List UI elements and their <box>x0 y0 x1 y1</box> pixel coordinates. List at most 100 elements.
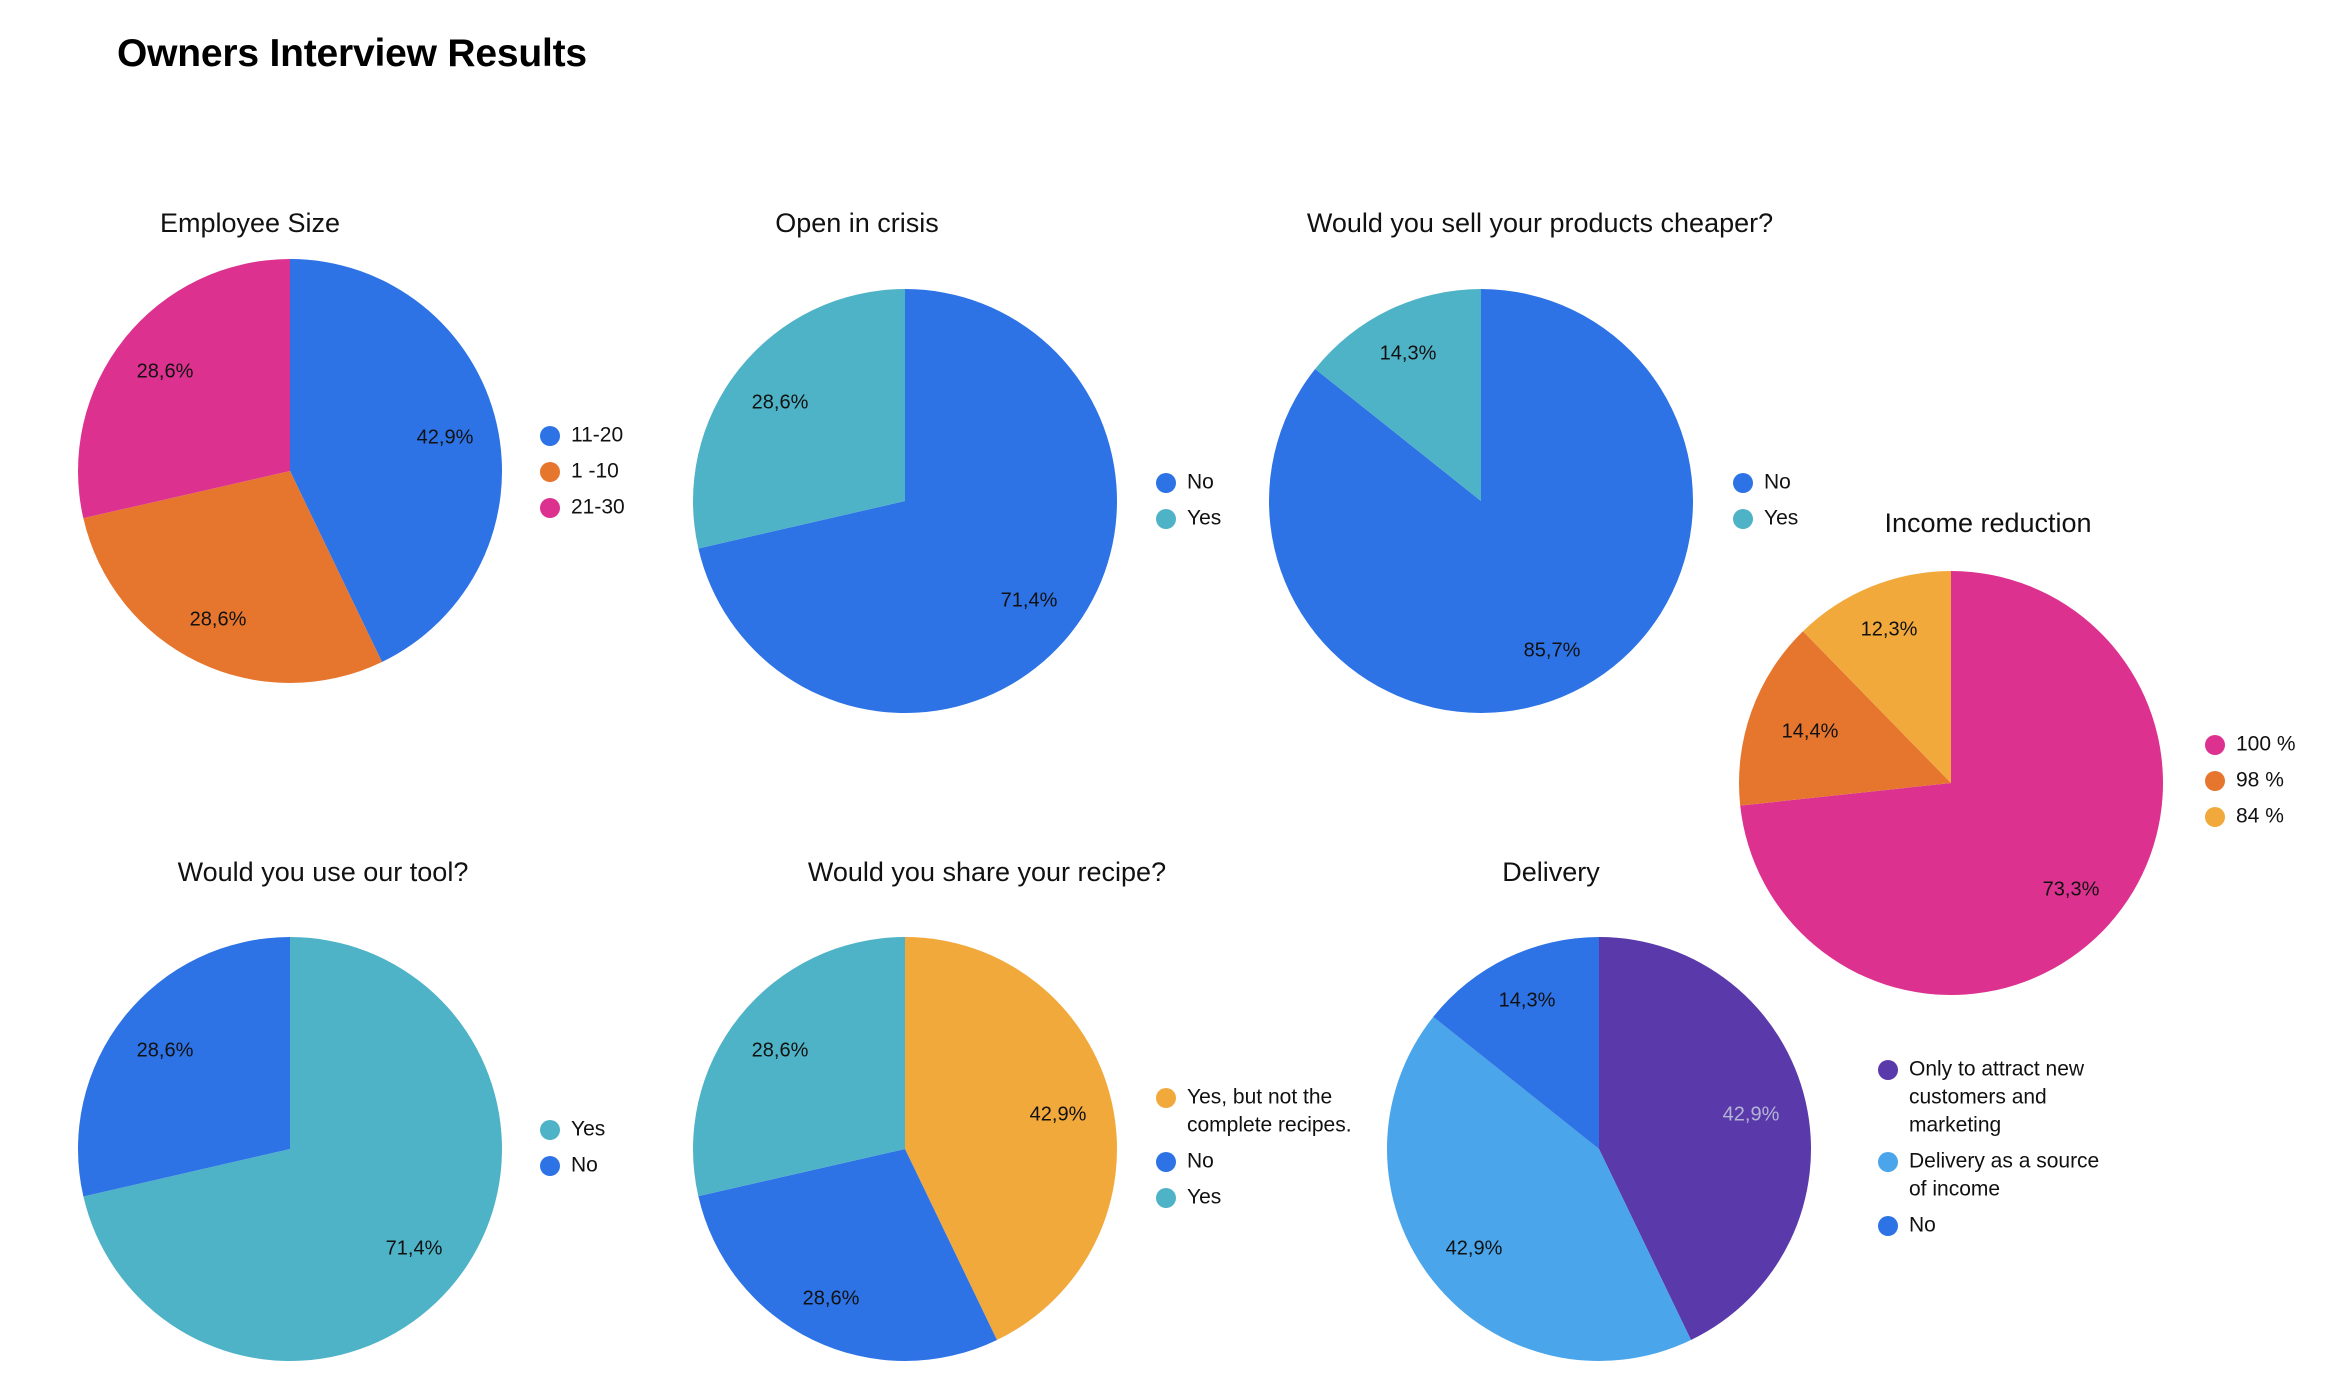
legend-item: 98 % <box>2205 769 2284 792</box>
legend-swatch <box>1733 509 1753 529</box>
legend-item: 11-20 <box>540 424 623 447</box>
pie-slice <box>698 289 1117 713</box>
legend-label: Yes <box>1764 507 1798 530</box>
chart-title: Open in crisis <box>775 208 939 238</box>
legend-label: 1 -10 <box>571 460 619 483</box>
pie-slice <box>1802 571 1951 783</box>
pie-chart-7: Delivery 42,9% 42,9% 14,3% Only to attract n… <box>1386 857 2099 1362</box>
pie-slice <box>1740 571 2164 995</box>
legend-item: No <box>540 1154 598 1177</box>
legend-swatch <box>540 498 560 518</box>
pie-slice <box>1739 631 1951 806</box>
legend-swatch <box>540 1120 560 1140</box>
legend-label: No <box>1187 471 1214 494</box>
pie-slice <box>83 937 502 1361</box>
legend-swatch <box>1156 509 1176 529</box>
legend-label: Yes <box>1187 1186 1221 1209</box>
legend-item: 84 % <box>2205 805 2284 828</box>
slice-value-label: 85,7% <box>1524 639 1581 661</box>
legend-swatch <box>1878 1060 1898 1080</box>
legend-label: Yes, but not the <box>1187 1086 1332 1109</box>
legend-item: 21-30 <box>540 496 625 519</box>
legend-label: No <box>1909 1214 1936 1237</box>
pie-slice <box>1599 937 1812 1341</box>
legend-swatch <box>1733 473 1753 493</box>
legend-label: Yes <box>571 1118 605 1141</box>
legend-label: complete recipes. <box>1187 1114 1352 1137</box>
legend-label: Yes <box>1187 507 1221 530</box>
legend-item: 1 -10 <box>540 460 619 483</box>
slice-value-label: 14,3% <box>1380 342 1437 364</box>
legend-label: Delivery as a source <box>1909 1150 2099 1173</box>
legend-swatch <box>1156 473 1176 493</box>
slice-value-label: 14,4% <box>1782 720 1839 742</box>
chart-title: Would you sell your products cheaper? <box>1307 208 1773 238</box>
legend-swatch <box>540 426 560 446</box>
slice-value-label: 42,9% <box>1446 1237 1503 1259</box>
pie-chart-3: Would you sell your products cheaper? 85,… <box>1268 208 1798 713</box>
pie-chart-2: Open in crisis 71,4% 28,6% No Yes <box>692 208 1221 713</box>
legend-swatch <box>1156 1152 1176 1172</box>
pie-slice <box>290 259 503 663</box>
slice-value-label: 28,6% <box>137 360 194 382</box>
slice-value-label: 28,6% <box>752 391 809 413</box>
pie-chart-1: Employee Size 42,9% 28,6% 28,6% 11-20 1 -10 21… <box>78 208 625 684</box>
legend-swatch <box>540 1156 560 1176</box>
slice-value-label: 42,9% <box>1723 1103 1780 1125</box>
legend-swatch <box>540 462 560 482</box>
pie-slice <box>78 259 290 519</box>
pie-slice <box>83 471 382 684</box>
pie-chart-4: Income reduction 73,3% 14,4% 12,3% 100 % 98 %… <box>1739 508 2296 995</box>
legend-item: Yes, but not the complete recipes. <box>1156 1086 1352 1137</box>
slice-value-label: 42,9% <box>1030 1103 1087 1125</box>
chart-title: Delivery <box>1502 857 1600 887</box>
pie-chart-6: Would you share your recipe? 42,9% 28,6% 28… <box>693 857 1352 1362</box>
legend-swatch <box>1156 1188 1176 1208</box>
legend-item: Yes <box>1156 1186 1221 1209</box>
chart-title: Income reduction <box>1884 508 2091 538</box>
legend-label: of income <box>1909 1178 2000 1201</box>
legend-swatch <box>1878 1152 1898 1172</box>
legend-label: 11-20 <box>571 424 623 447</box>
pie-slice <box>1268 289 1693 713</box>
pie-slice <box>1433 937 1599 1149</box>
legend-swatch <box>2205 771 2225 791</box>
legend-swatch <box>2205 807 2225 827</box>
legend-item: No <box>1878 1214 1936 1237</box>
legend-item: Yes <box>1156 507 1221 530</box>
slice-value-label: 73,3% <box>2043 878 2100 900</box>
legend-item: Delivery as a source of income <box>1878 1150 2099 1201</box>
legend-item: No <box>1156 1150 1214 1173</box>
chart-title: Employee Size <box>160 208 340 238</box>
legend-swatch <box>2205 735 2225 755</box>
legend-label: No <box>571 1154 598 1177</box>
pie-slice <box>77 937 290 1197</box>
legend-label: No <box>1764 471 1791 494</box>
legend-swatch <box>1156 1088 1176 1108</box>
page-title: Owners Interview Results <box>117 32 587 75</box>
slice-value-label: 71,4% <box>386 1237 443 1259</box>
legend-item: No <box>1156 471 1214 494</box>
chart-title: Would you share your recipe? <box>808 857 1166 887</box>
legend-label: Only to attract new <box>1909 1058 2085 1081</box>
legend-item: No <box>1733 471 1791 494</box>
legend-label: 100 % <box>2236 733 2296 756</box>
legend-label: No <box>1187 1150 1214 1173</box>
legend-item: Yes <box>540 1118 605 1141</box>
pie-slice <box>698 1149 997 1362</box>
legend-label: 98 % <box>2236 769 2284 792</box>
slice-value-label: 42,9% <box>417 426 474 448</box>
slice-value-label: 28,6% <box>752 1039 809 1061</box>
slice-value-label: 28,6% <box>137 1039 194 1061</box>
legend-item: 100 % <box>2205 733 2296 756</box>
pie-chart-5: Would you use our tool? 71,4% 28,6% Yes No <box>77 857 605 1361</box>
slice-value-label: 71,4% <box>1001 589 1058 611</box>
pie-slice <box>1386 1016 1691 1362</box>
legend-label: 84 % <box>2236 805 2284 828</box>
pie-slice <box>905 937 1118 1341</box>
pie-slice <box>692 289 905 549</box>
legend-label: customers and <box>1909 1086 2047 1109</box>
slice-value-label: 28,6% <box>803 1287 860 1309</box>
legend-item: Yes <box>1733 507 1798 530</box>
